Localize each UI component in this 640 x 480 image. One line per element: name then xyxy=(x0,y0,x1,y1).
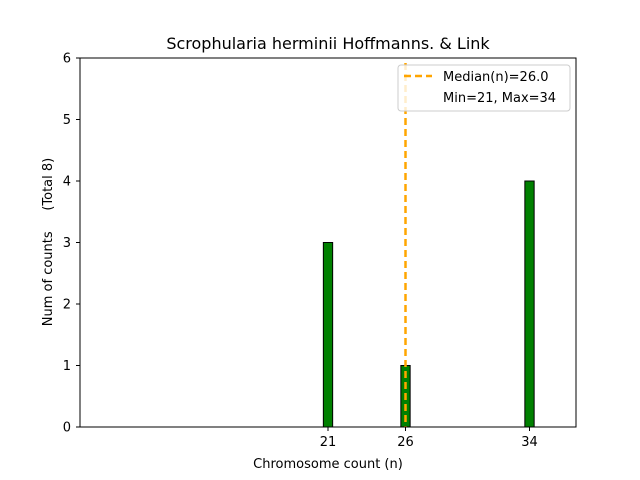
legend: Median(n)=26.0 Min=21, Max=34 xyxy=(397,64,571,112)
x-tick-label: 34 xyxy=(521,435,538,450)
x-axis-label: Chromosome count (n) xyxy=(253,457,403,472)
y-tick-label: 1 xyxy=(63,359,71,374)
chart-title: Scrophularia herminii Hoffmanns. & Link xyxy=(166,34,490,53)
y-tick-label: 6 xyxy=(63,52,71,67)
bar-34 xyxy=(524,180,535,428)
bar-21 xyxy=(322,242,334,428)
y-tick-label: 0 xyxy=(63,421,71,436)
y-tick-label: 3 xyxy=(63,236,71,251)
y-axis-label: Num of counts (Total 8) xyxy=(41,158,56,326)
legend-range-label: Min=21, Max=34 xyxy=(443,91,556,106)
x-tick-label: 26 xyxy=(397,435,414,450)
y-tick-label: 2 xyxy=(63,298,71,313)
legend-median-label: Median(n)=26.0 xyxy=(443,70,549,85)
x-tick-label: 21 xyxy=(320,435,337,450)
y-tick-label: 4 xyxy=(63,175,71,190)
y-tick-label: 5 xyxy=(63,113,71,128)
legend-box xyxy=(397,64,571,112)
